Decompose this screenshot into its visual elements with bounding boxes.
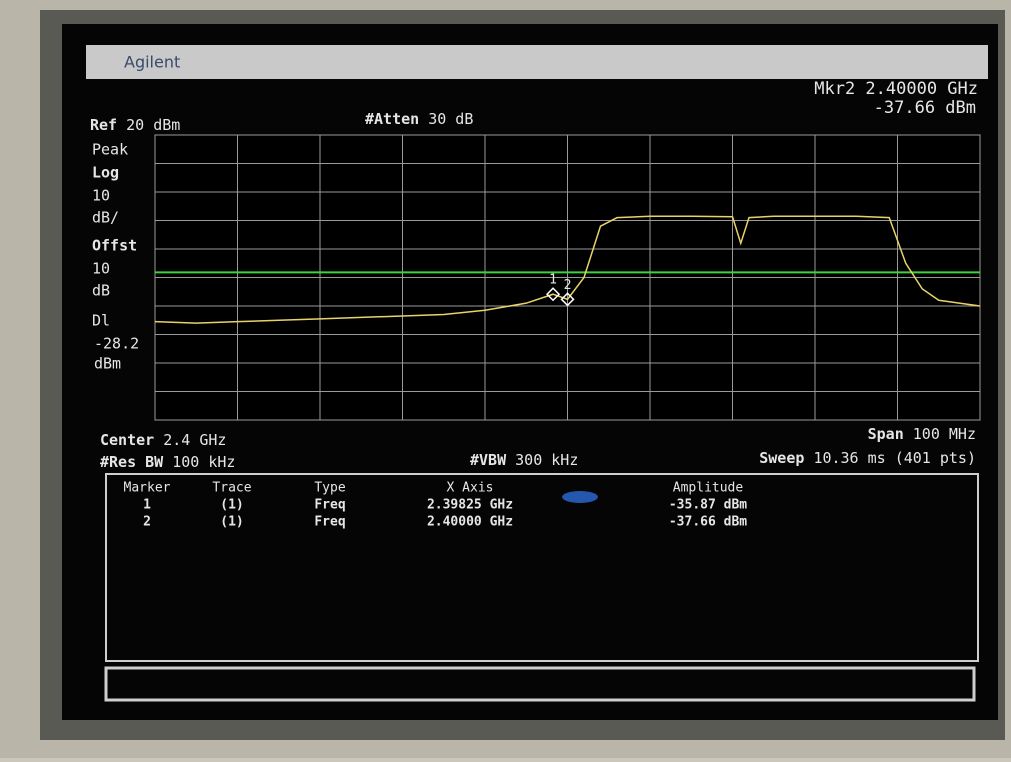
status-bar	[104, 666, 976, 702]
left-label: 10	[92, 260, 110, 278]
rbw: #Res BW 100 kHz	[100, 453, 235, 471]
left-label: Peak	[92, 141, 128, 159]
marker-diamond	[560, 292, 575, 307]
display-line-value: -28.2	[94, 335, 139, 353]
table-cell: 2.39825 GHz	[427, 498, 513, 513]
left-label: Dl	[92, 312, 110, 330]
rbw-value: 100 kHz	[172, 453, 235, 471]
center-value: 2.4 GHz	[163, 431, 226, 449]
atten: #Atten 30 dB	[365, 110, 473, 128]
vbw-label: #VBW	[470, 451, 507, 469]
marker-diamond	[546, 287, 561, 302]
marker-readout: Mkr2 2.40000 GHz	[814, 79, 978, 99]
ref-label: Ref	[90, 116, 117, 134]
marker-number: 2	[564, 278, 572, 293]
rbw-label: #Res BW	[100, 453, 164, 471]
span-label: Span	[868, 425, 904, 443]
center: Center 2.4 GHz	[100, 431, 226, 449]
marker-table-box	[105, 473, 979, 662]
span-value: 100 MHz	[913, 425, 976, 443]
display-line-unit: dBm	[94, 355, 121, 373]
left-label: 10	[92, 187, 110, 205]
table-header: X Axis	[447, 481, 494, 496]
marker-number: 1	[549, 273, 557, 288]
ref-value: 20 dBm	[126, 116, 180, 134]
table-cell: -35.87 dBm	[669, 498, 747, 513]
ref-level: Ref 20 dBm	[90, 116, 180, 134]
marker-amplitude: -37.66 dBm	[874, 98, 976, 118]
table-cell: (1)	[220, 498, 243, 513]
left-label: dB	[92, 282, 110, 300]
table-header: Marker	[124, 481, 171, 496]
title-bar	[86, 45, 988, 79]
table-header: Type	[314, 481, 345, 496]
sweep: Sweep 10.36 ms (401 pts)	[759, 449, 976, 467]
brand: Agilent	[124, 53, 180, 72]
table-cell: 2	[143, 515, 151, 530]
table-header: Trace	[212, 481, 251, 496]
sweep-value: 10.36 ms (401 pts)	[813, 449, 976, 467]
table-cell: (1)	[220, 515, 243, 530]
left-label: dB/	[92, 209, 119, 227]
vbw: #VBW 300 kHz	[470, 451, 578, 469]
vbw-value: 300 kHz	[515, 451, 578, 469]
table-cell: Freq	[314, 498, 345, 513]
table-cell: -37.66 dBm	[669, 515, 747, 530]
left-label: Log	[92, 164, 119, 182]
left-label: Offst	[92, 237, 137, 255]
table-cell: 2.40000 GHz	[427, 515, 513, 530]
center-label: Center	[100, 431, 154, 449]
atten-label: #Atten	[365, 110, 419, 128]
table-cell: 1	[143, 498, 151, 513]
trace	[154, 215, 981, 324]
table-header: Amplitude	[673, 481, 744, 496]
glare	[562, 491, 598, 503]
span: Span 100 MHz	[868, 425, 976, 443]
sweep-label: Sweep	[759, 449, 804, 467]
atten-value: 30 dB	[428, 110, 473, 128]
table-cell: Freq	[314, 515, 345, 530]
